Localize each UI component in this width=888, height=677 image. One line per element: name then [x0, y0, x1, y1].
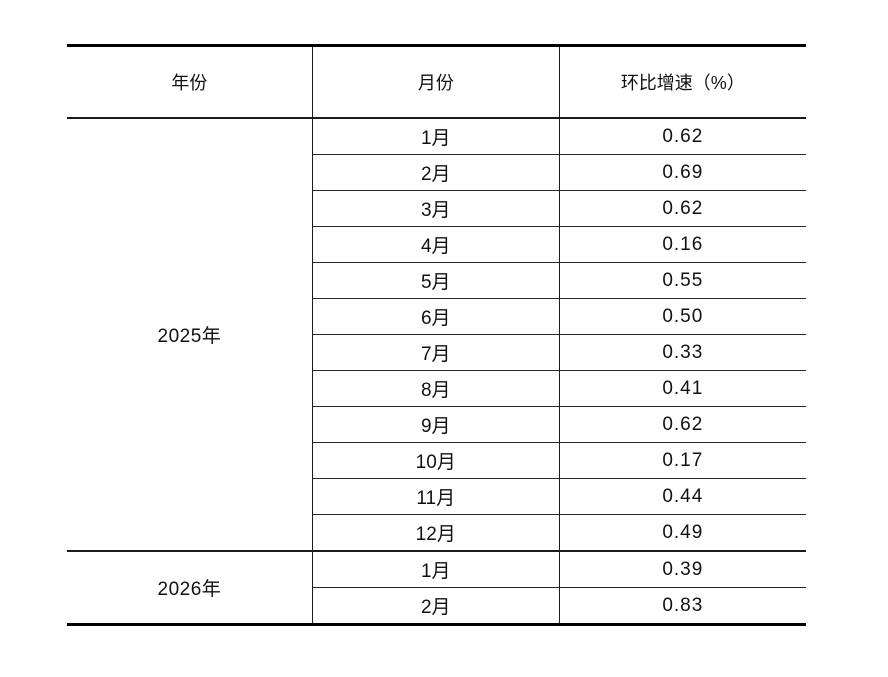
month-cell: 11月 [311, 478, 560, 515]
table-row: 2026年 1月 0.39 [67, 550, 806, 625]
table-row: 8月 0.41 [67, 370, 806, 407]
month-cell: 1月 [311, 117, 560, 155]
month-cell: 7月 [311, 334, 560, 371]
value-cell: 0.62 [558, 190, 806, 227]
value-cell: 0.49 [558, 514, 806, 551]
table-row: 3月 0.62 [67, 190, 806, 227]
month-cell: 5月 [311, 262, 560, 299]
month-cell: 1月 [311, 550, 560, 588]
growth-rate-table: 年份 月份 环比增速（%） 2025年 1月 0.62 2月 0.69 3月 0… [67, 44, 806, 626]
value-cell: 0.16 [558, 226, 806, 263]
col-header-month: 月份 [311, 45, 560, 119]
table-container: 年份 月份 环比增速（%） 2025年 1月 0.62 2月 0.69 3月 0… [67, 44, 806, 626]
col-header-year: 年份 [67, 45, 313, 119]
table-row: 6月 0.50 [67, 298, 806, 335]
value-cell: 0.41 [558, 370, 806, 407]
value-cell: 0.62 [558, 406, 806, 443]
value-cell: 0.83 [558, 587, 806, 625]
value-cell: 0.17 [558, 442, 806, 479]
month-cell: 12月 [311, 514, 560, 551]
col-header-growth-rate: 环比增速（%） [558, 45, 806, 119]
year-cell: 2025年 [67, 118, 313, 551]
month-cell: 2月 [311, 587, 560, 625]
table-row: 2月 0.69 [67, 154, 806, 191]
value-cell: 0.69 [558, 154, 806, 191]
table-row: 7月 0.33 [67, 334, 806, 371]
year-cell: 2026年 [67, 550, 313, 625]
value-cell: 0.50 [558, 298, 806, 335]
table-row: 11月 0.44 [67, 478, 806, 515]
table-row: 4月 0.16 [67, 226, 806, 263]
value-cell: 0.55 [558, 262, 806, 299]
table-row: 2025年 1月 0.62 [67, 117, 806, 551]
table-row: 5月 0.55 [67, 262, 806, 299]
month-cell: 9月 [311, 406, 560, 443]
table-row: 9月 0.62 [67, 406, 806, 443]
value-cell: 0.62 [558, 117, 806, 155]
value-cell: 0.33 [558, 334, 806, 371]
value-cell: 0.39 [558, 550, 806, 588]
table-row: 12月 0.49 [67, 514, 806, 551]
month-cell: 4月 [311, 226, 560, 263]
month-cell: 8月 [311, 370, 560, 407]
month-cell: 2月 [311, 154, 560, 191]
table-row: 2月 0.83 [67, 587, 806, 625]
month-cell: 3月 [311, 190, 560, 227]
month-cell: 10月 [311, 442, 560, 479]
table-body: 2025年 1月 0.62 2月 0.69 3月 0.62 4月 0.16 5月… [67, 117, 806, 625]
header-row: 年份 月份 环比增速（%） [67, 45, 806, 119]
table-row: 10月 0.17 [67, 442, 806, 479]
month-cell: 6月 [311, 298, 560, 335]
value-cell: 0.44 [558, 478, 806, 515]
